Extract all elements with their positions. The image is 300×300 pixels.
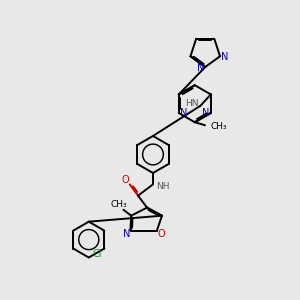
Text: N: N [202,108,209,118]
Text: N: N [123,229,130,239]
Text: N: N [220,52,228,62]
Text: N: N [197,63,205,73]
Text: Cl: Cl [92,249,102,259]
Text: CH₃: CH₃ [210,122,227,131]
Text: CH₃: CH₃ [110,200,127,209]
Text: N: N [180,108,188,118]
Text: NH: NH [156,182,169,190]
Text: O: O [122,176,130,185]
Text: O: O [157,229,165,239]
Text: HN: HN [186,99,199,108]
